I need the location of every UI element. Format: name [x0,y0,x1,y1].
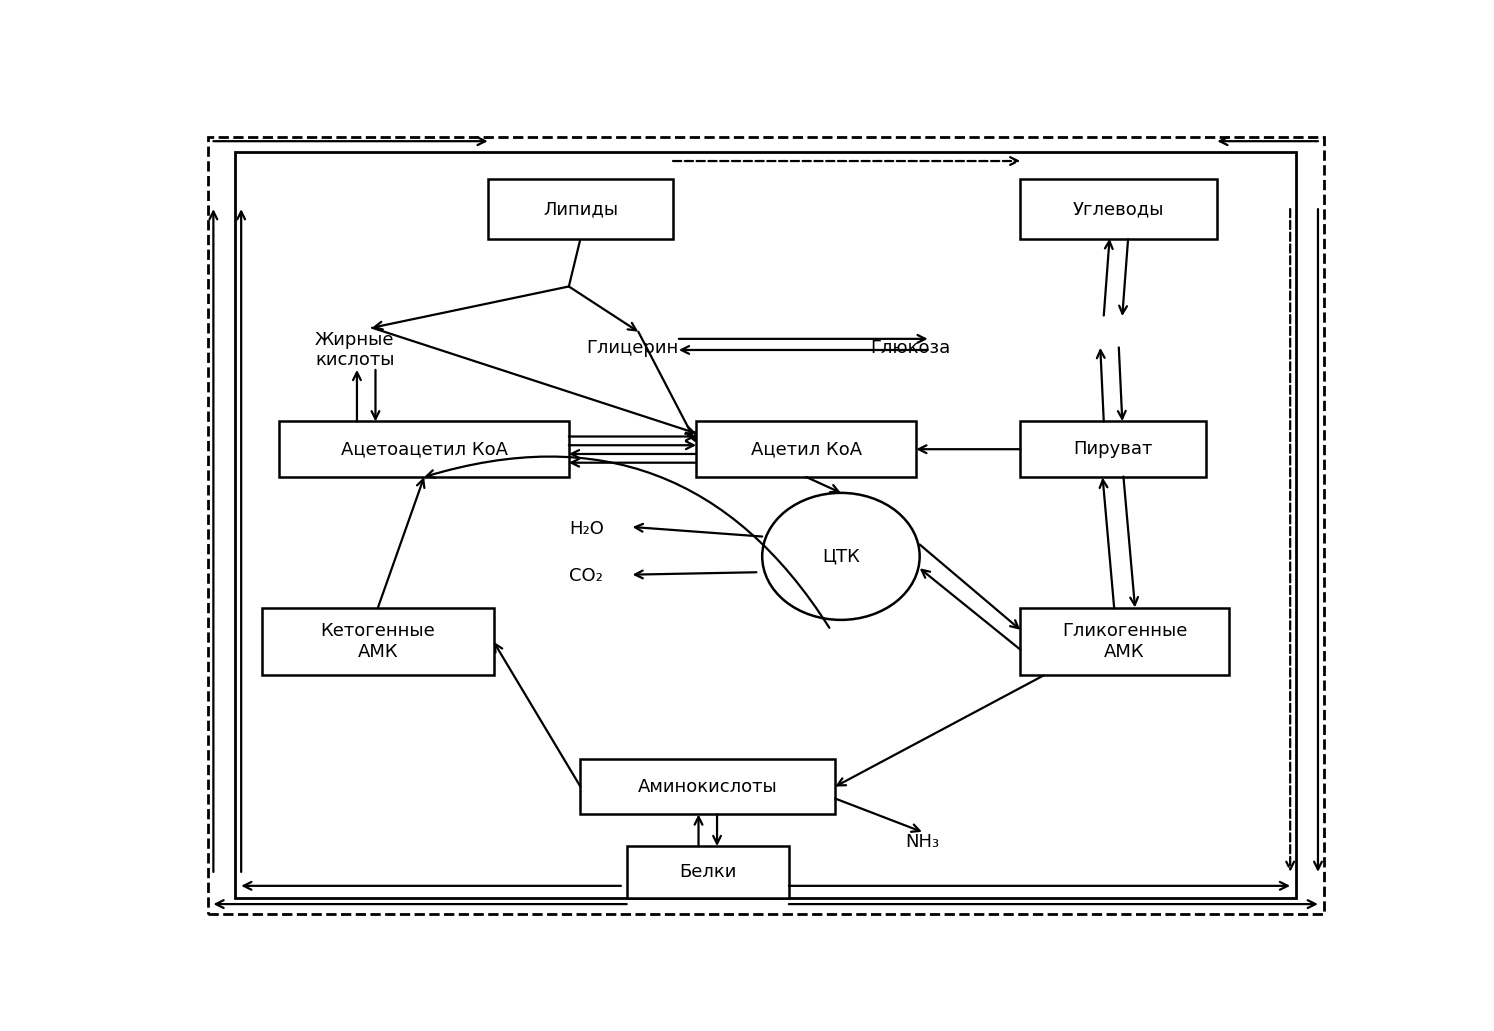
FancyBboxPatch shape [627,846,789,898]
FancyBboxPatch shape [261,608,493,675]
Text: Гликогенные
АМК: Гликогенные АМК [1062,623,1188,661]
FancyBboxPatch shape [581,759,835,814]
FancyBboxPatch shape [279,422,569,477]
Text: Углеводы: Углеводы [1073,200,1164,219]
Text: Ацетоацетил КоА: Ацетоацетил КоА [341,440,508,458]
FancyBboxPatch shape [487,179,672,239]
Text: NH₃: NH₃ [905,833,940,852]
Text: Ацетил КоА: Ацетил КоА [750,440,862,458]
FancyBboxPatch shape [1020,608,1228,675]
Text: Кетогенные
АМК: Кетогенные АМК [320,623,435,661]
Text: Глицерин: Глицерин [587,338,678,357]
Text: Аминокислоты: Аминокислоты [638,777,778,796]
Text: Липиды: Липиды [542,200,619,219]
FancyBboxPatch shape [1020,422,1206,477]
Text: CO₂: CO₂ [569,567,604,586]
FancyBboxPatch shape [1020,179,1218,239]
Text: Жирные
кислоты: Жирные кислоты [315,331,394,369]
Text: H₂O: H₂O [569,520,604,537]
Text: Глюкоза: Глюкоза [871,338,952,357]
FancyBboxPatch shape [696,422,916,477]
Ellipse shape [762,493,920,620]
Text: Пируват: Пируват [1073,440,1153,458]
Text: ЦТК: ЦТК [822,547,861,565]
Text: Белки: Белки [680,863,737,880]
